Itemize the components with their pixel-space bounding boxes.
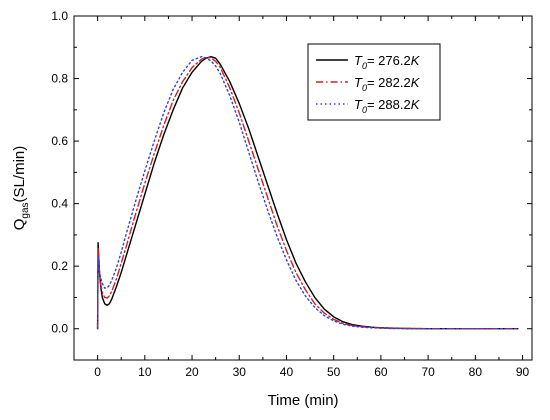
legend-unit: K [411,75,421,90]
legend-var: T [354,97,363,112]
legend-var: T [354,53,363,68]
x-tick-label: 70 [421,365,435,379]
tick-labels: 0 10 20 30 40 50 60 70 80 90 0.0 0.2 0.4 0.6 0.8 1.0 [51,9,529,379]
y-axis-title-subscript: gas [20,202,31,218]
x-tick-label: 20 [185,365,199,379]
x-axis-title: Time (min) [267,392,338,409]
legend-label-1: T0= 276.2K [354,53,421,71]
legend-sub: 0 [362,61,367,71]
series-line-2 [96,56,519,330]
legend-value: = 276.2 [367,53,411,68]
legend-value: = 282.2 [367,75,411,90]
y-tick-label: 0.2 [51,259,68,273]
y-tick-label: 0.0 [51,322,68,336]
y-axis-title-main: Q [11,219,28,231]
x-tick-label: 30 [233,365,247,379]
legend-sub: 0 [362,83,367,93]
legend-value: = 288.2 [367,97,411,112]
legend-label-2: T0= 282.2K [354,75,421,93]
x-tick-label: 50 [327,365,341,379]
y-tick-label: 1.0 [51,9,68,23]
series-group [96,55,519,330]
y-tick-label: 0.6 [51,134,68,148]
x-tick-label: 0 [94,365,101,379]
legend-unit: K [411,53,421,68]
series-line-1 [96,55,519,330]
x-tick-label: 10 [138,365,152,379]
x-tick-label: 90 [516,365,530,379]
ticks [74,15,532,360]
y-tick-label: 0.8 [51,72,68,86]
legend-label-3: T0= 288.2K [354,97,421,115]
y-tick-label: 0.4 [51,197,68,211]
x-tick-label: 60 [374,365,388,379]
legend-box [307,43,441,121]
series-line-3 [96,55,519,330]
plot-frame [73,15,533,361]
legend-unit: K [411,97,421,112]
x-tick-label: 40 [280,365,294,379]
y-axis-title-rest: (SL/min) [11,146,28,203]
legend-sub: 0 [362,105,367,115]
x-tick-label: 80 [469,365,483,379]
y-axis-title: Qgas(SL/min) [11,146,31,230]
legend-var: T [354,75,363,90]
